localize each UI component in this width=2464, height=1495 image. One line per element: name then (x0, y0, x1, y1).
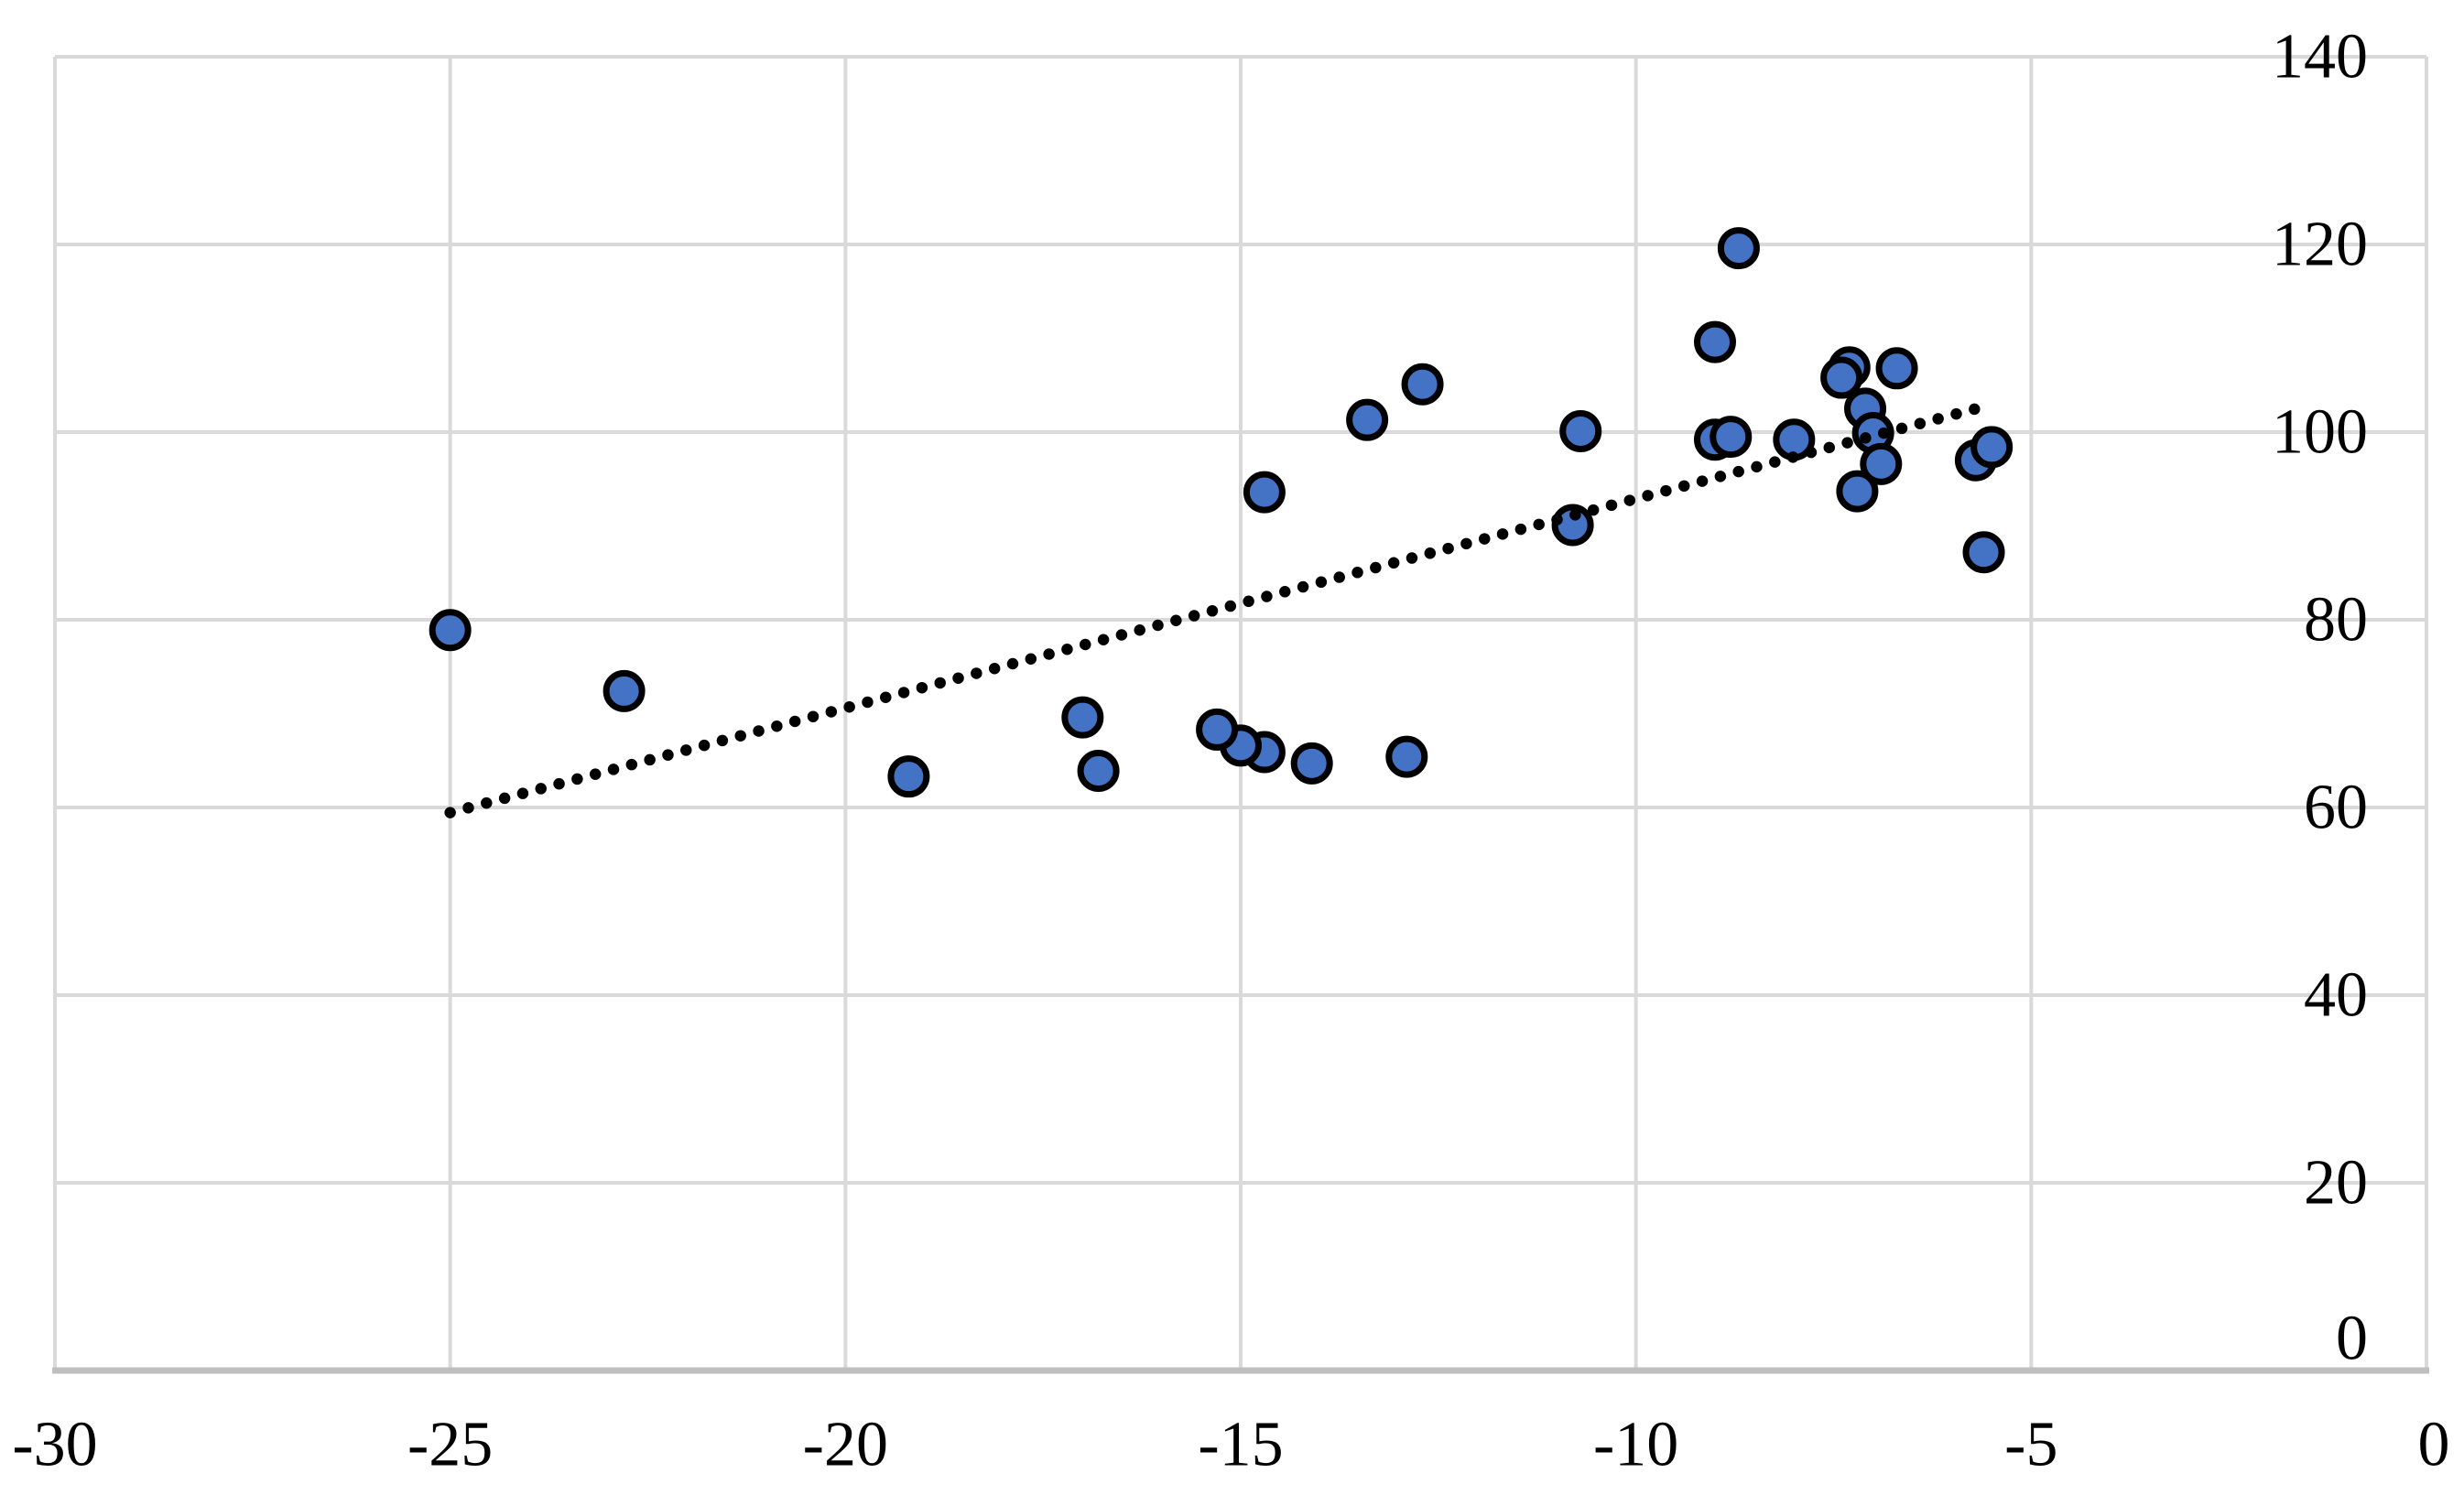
y-axis-tick-label-100: 100 (2272, 397, 2368, 468)
x-axis-tick-label--10: -10 (1593, 1410, 1678, 1480)
data-point-22[interactable] (1875, 347, 1918, 390)
y-axis-tick-label-120: 120 (2272, 210, 2368, 280)
data-point-3[interactable] (1061, 696, 1104, 739)
data-point-21[interactable] (1820, 356, 1863, 399)
data-point-29[interactable] (1962, 531, 2005, 574)
x-axis-tick-label--20: -20 (803, 1410, 888, 1480)
data-point-16[interactable] (1717, 227, 1760, 270)
y-axis-tick-label-0: 0 (2336, 1304, 2368, 1374)
data-point-24[interactable] (1836, 470, 1879, 513)
data-point-15[interactable] (1694, 320, 1736, 363)
data-point-28[interactable] (1970, 426, 2014, 469)
x-axis-tick-label--25: -25 (407, 1410, 493, 1480)
data-point-4[interactable] (1077, 750, 1120, 793)
data-point-18[interactable] (1710, 416, 1753, 459)
trendline (444, 398, 1998, 818)
data-point-26[interactable] (1860, 442, 1903, 485)
x-axis-tick-label--30: -30 (12, 1410, 97, 1480)
data-point-9[interactable] (1385, 735, 1428, 778)
x-axis-tick-label--15: -15 (1198, 1410, 1283, 1480)
x-axis-tick-label--5: -5 (2004, 1410, 2057, 1480)
data-point-13[interactable] (1551, 504, 1594, 547)
y-axis-tick-label-40: 40 (2304, 960, 2368, 1031)
data-point-14[interactable] (1559, 409, 1602, 452)
data-point-5[interactable] (1290, 742, 1333, 785)
y-axis-tick-label-140: 140 (2272, 22, 2368, 92)
x-axis-tick-label-0: 0 (2418, 1410, 2450, 1480)
data-point-11[interactable] (1346, 398, 1389, 441)
y-axis-tick-label-60: 60 (2304, 773, 2368, 843)
y-axis-tick-label-80: 80 (2304, 585, 2368, 655)
data-point-12[interactable] (1401, 363, 1444, 406)
y-axis-tick-label-20: 20 (2304, 1148, 2368, 1219)
data-point-1[interactable] (602, 669, 646, 712)
data-point-0[interactable] (429, 609, 472, 652)
data-point-8[interactable] (1196, 708, 1239, 751)
data-point-2[interactable] (887, 755, 930, 798)
data-point-10[interactable] (1243, 471, 1286, 514)
